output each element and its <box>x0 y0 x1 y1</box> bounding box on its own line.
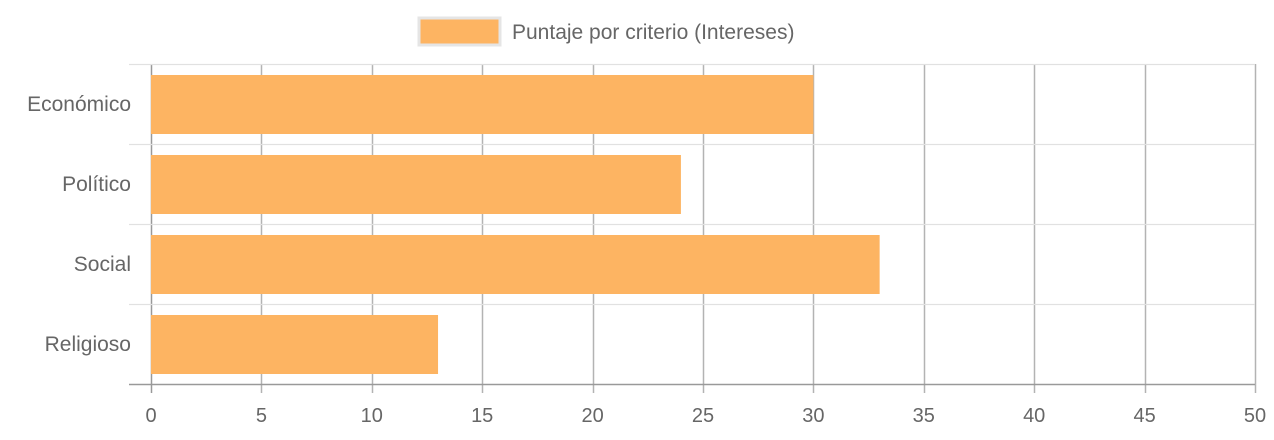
bar[interactable] <box>151 235 880 294</box>
bar[interactable] <box>151 155 681 214</box>
legend-label[interactable]: Puntaje por criterio (Intereses) <box>512 21 794 44</box>
legend-swatch[interactable] <box>417 16 502 47</box>
bars <box>151 75 880 374</box>
bar[interactable] <box>151 75 814 134</box>
x-tick-label: 20 <box>581 405 603 427</box>
x-tick-label: 15 <box>471 405 493 427</box>
category-label: Social <box>74 253 131 276</box>
x-tick-label: 50 <box>1244 405 1266 427</box>
x-tick-label: 40 <box>1023 405 1045 427</box>
category-label: Religioso <box>45 333 131 356</box>
category-label: Político <box>62 173 131 196</box>
x-tick-label: 5 <box>256 405 267 427</box>
x-tick-label: 10 <box>361 405 383 427</box>
x-tick-label: 45 <box>1133 405 1155 427</box>
x-tick-label: 25 <box>692 405 714 427</box>
x-tick-label: 30 <box>802 405 824 427</box>
x-tick-labels: 0 5 10 15 20 25 30 35 40 45 50 <box>145 405 1266 427</box>
category-label: Económico <box>27 93 131 116</box>
legend[interactable]: Puntaje por criterio (Intereses) <box>417 16 794 47</box>
bar[interactable] <box>151 315 439 374</box>
x-tick-label: 35 <box>913 405 935 427</box>
category-labels: Económico Político Social Religioso <box>27 93 131 356</box>
x-tick-label: 0 <box>145 405 156 427</box>
